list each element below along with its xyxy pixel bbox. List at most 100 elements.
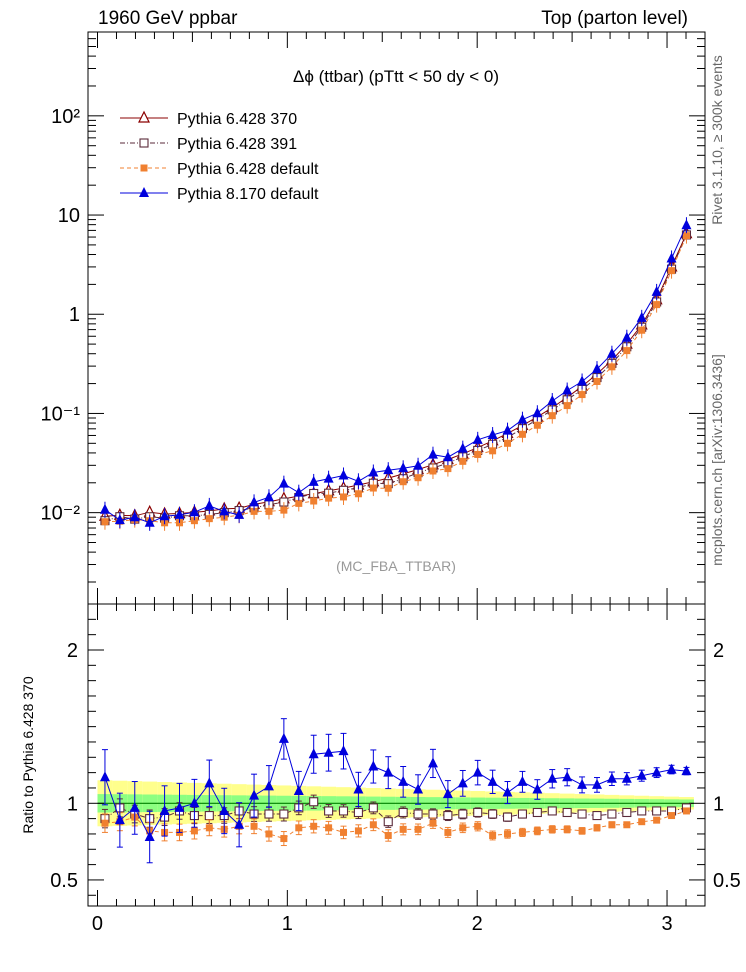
data-point — [548, 412, 556, 420]
ratio-y-tick-label: 2 — [67, 640, 78, 662]
data-point — [414, 474, 422, 482]
ratio-point — [353, 783, 364, 794]
series-line — [104, 235, 687, 524]
x-tick-label: 1 — [282, 913, 293, 935]
data-point — [101, 518, 109, 526]
ratio-point — [368, 803, 378, 813]
data-point — [323, 472, 334, 483]
ratio-point — [309, 797, 319, 807]
ratio-point — [578, 827, 586, 835]
ratio-point — [637, 806, 647, 816]
series-line — [104, 234, 687, 522]
data-point — [189, 506, 200, 517]
ratio-point — [547, 806, 557, 816]
data-point — [263, 491, 274, 502]
data-point — [219, 505, 230, 516]
ratio-point — [577, 809, 587, 819]
legend-marker — [139, 138, 149, 148]
data-point — [591, 363, 602, 374]
data-point — [444, 465, 452, 473]
data-point — [354, 490, 362, 498]
ratio-point — [323, 746, 334, 757]
ratio-point — [458, 809, 468, 819]
y-tick-label: 10 — [58, 205, 80, 227]
data-point — [457, 442, 468, 453]
data-point — [459, 457, 467, 465]
data-point — [668, 267, 676, 275]
data-point — [577, 375, 588, 386]
legend-label: Pythia 8.170 default — [177, 186, 319, 203]
ratio-point — [563, 825, 571, 833]
ratio-point — [532, 783, 543, 794]
ratio-point — [577, 778, 588, 789]
ratio-point — [651, 766, 662, 777]
ratio-point — [653, 816, 661, 824]
ratio-point — [219, 804, 230, 815]
ratio-point — [114, 814, 125, 825]
ratio-point — [101, 819, 109, 827]
ratio-point — [623, 821, 631, 829]
ratio-point — [99, 771, 110, 782]
data-point — [427, 448, 438, 459]
watermark: (MC_FBA_TTBAR) — [336, 558, 456, 574]
ratio-point — [278, 732, 289, 743]
y-tick-label: 10⁻¹ — [41, 403, 81, 425]
data-point — [532, 407, 543, 418]
data-point — [144, 516, 155, 527]
ratio-line — [104, 810, 687, 840]
y-tick-label: 10⁻² — [41, 503, 81, 525]
ratio-point — [338, 745, 349, 756]
data-point — [413, 459, 424, 470]
data-point — [340, 493, 348, 501]
series-0 — [98, 226, 693, 521]
data-point — [249, 496, 260, 507]
ratio-point — [310, 822, 318, 830]
data-point — [682, 232, 690, 240]
data-point — [114, 514, 125, 525]
ratio-point — [622, 807, 632, 818]
data-point — [250, 507, 258, 515]
data-point — [383, 464, 394, 475]
ratio-point — [473, 807, 483, 818]
data-point — [205, 515, 213, 523]
data-point — [666, 252, 677, 263]
ratio-point — [504, 830, 512, 838]
ratio-point — [429, 819, 437, 827]
ratio-point — [384, 831, 392, 839]
data-point — [489, 447, 497, 455]
data-point — [398, 462, 409, 473]
data-point — [310, 497, 318, 505]
y-tick-label: 10² — [51, 106, 80, 128]
ratio-point — [487, 775, 498, 786]
ratio-point — [457, 777, 468, 788]
data-point — [204, 499, 215, 510]
ratio-point — [129, 801, 140, 812]
ratio-point — [324, 806, 334, 816]
header-right: Top (parton level) — [541, 8, 688, 29]
chart-title: Δϕ (ttbar) (pTtt < 50 dy < 0) — [293, 67, 499, 86]
x-tick-label: 2 — [472, 913, 483, 935]
header-left: 1960 GeV ppbar — [98, 8, 238, 29]
ratio-point — [308, 748, 319, 759]
ratio-point — [518, 828, 526, 836]
data-point — [606, 347, 617, 358]
data-point — [608, 363, 616, 371]
data-point — [518, 430, 526, 438]
ratio-point — [532, 807, 542, 818]
ratio-point — [517, 775, 528, 786]
ratio-point — [369, 821, 377, 829]
data-point — [636, 311, 647, 322]
series-2 — [101, 227, 690, 531]
ratio-point — [502, 786, 513, 797]
data-point — [517, 413, 528, 424]
ratio-point — [666, 763, 677, 774]
data-point — [338, 469, 349, 480]
data-point — [651, 285, 662, 296]
data-point — [578, 391, 586, 399]
ratio-point — [548, 825, 556, 833]
data-point — [368, 466, 379, 477]
ratio-y-axis-label: Ratio to Pythia 6.428 370 — [20, 676, 36, 833]
ratio-point — [681, 765, 692, 776]
data-point — [621, 331, 632, 342]
